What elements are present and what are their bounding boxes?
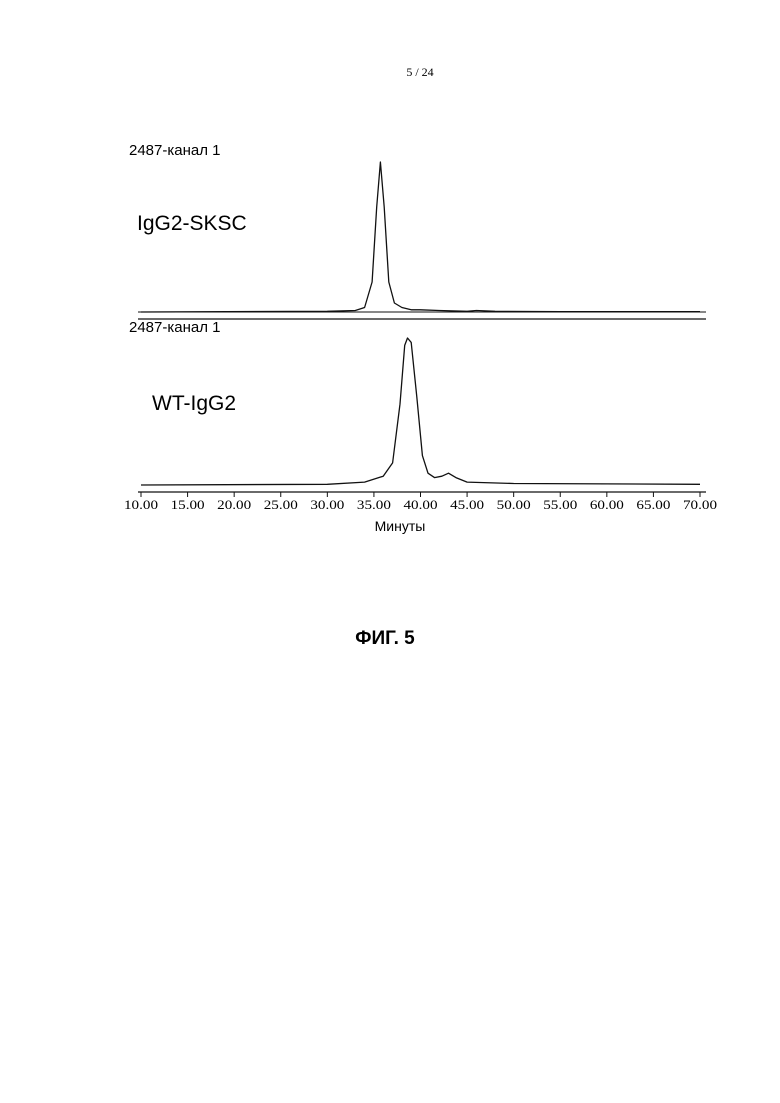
page-number: 5 / 24 [406,65,433,79]
x-tick-label: 35.00 [357,497,391,512]
x-tick-label: 15.00 [171,497,205,512]
x-tick-label: 30.00 [310,497,344,512]
x-tick-label: 55.00 [543,497,577,512]
sample-label: WT-IgG2 [152,392,236,415]
x-tick-label: 50.00 [497,497,531,512]
x-tick-label: 60.00 [590,497,624,512]
x-tick-label: 10.00 [124,497,158,512]
x-tick-label: 65.00 [636,497,670,512]
figure-caption: ФИГ. 5 [355,628,415,649]
x-tick-label: 45.00 [450,497,484,512]
x-tick-label: 70.00 [683,497,717,512]
panel-title: 2487-канал 1 [129,142,221,159]
x-axis-label: Минуты [375,518,426,534]
page: 5 / 24 ФИГ. 5 2487-канал 1 IgG2-SKSC 2487-… [0,0,780,1103]
patent-page: 5 / 24 ФИГ. 5 2487-канал 1 IgG2-SKSC 2487-… [0,0,780,1103]
sample-label: IgG2-SKSC [137,212,247,235]
x-tick-label: 20.00 [217,497,251,512]
x-tick-label: 40.00 [404,497,438,512]
trace [141,162,700,312]
x-tick-label: 25.00 [264,497,298,512]
panel-title: 2487-канал 1 [129,319,221,336]
